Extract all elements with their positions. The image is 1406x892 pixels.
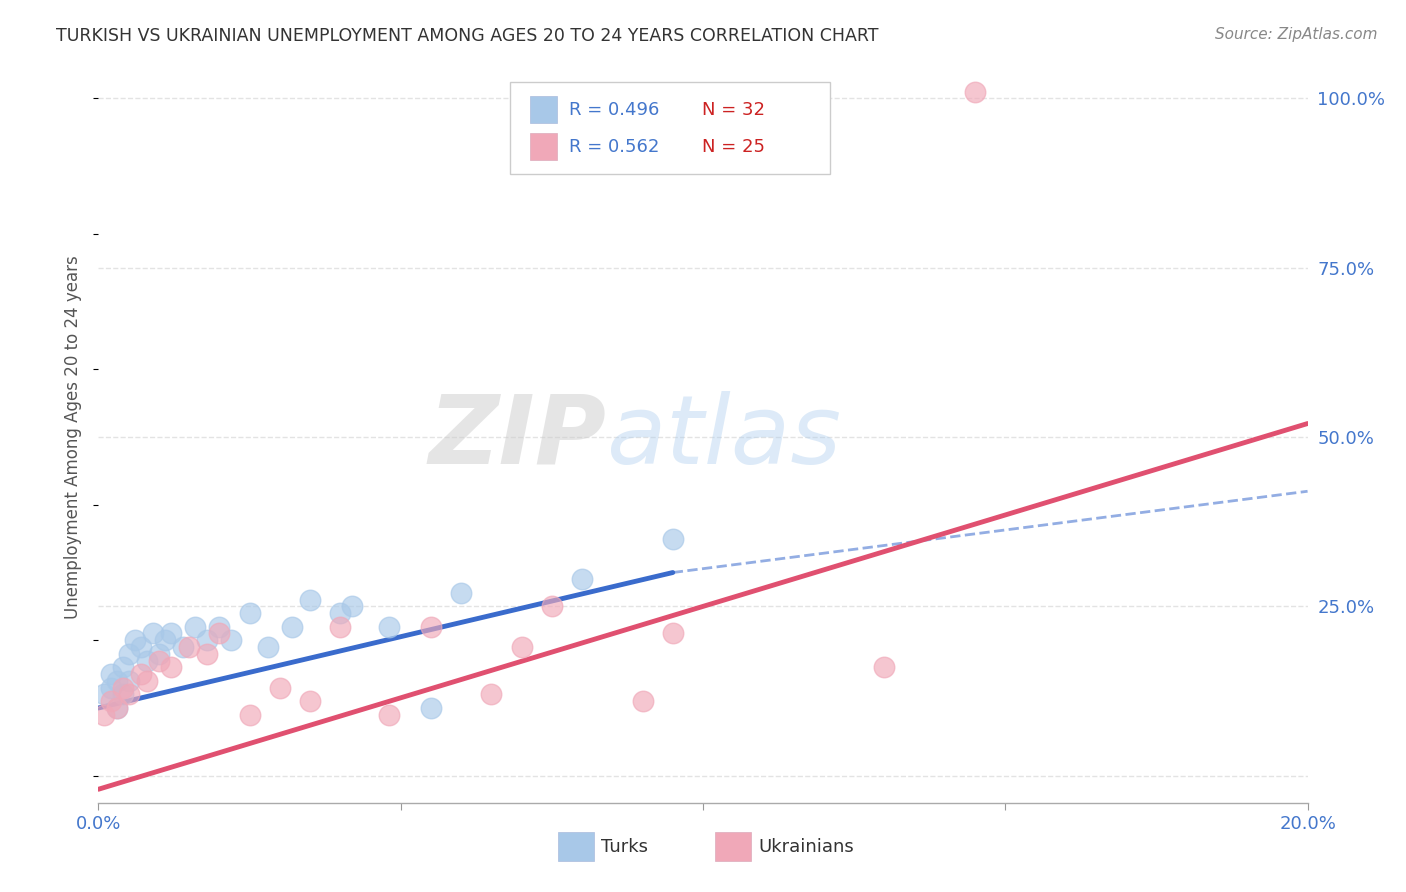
- Point: [540, 599, 562, 614]
- Point: [135, 654, 157, 668]
- Text: Ukrainians: Ukrainians: [759, 838, 855, 855]
- Point: [129, 667, 152, 681]
- Point: [179, 640, 201, 654]
- Point: [118, 673, 141, 688]
- Point: [221, 633, 243, 648]
- Point: [93, 688, 115, 702]
- FancyBboxPatch shape: [558, 832, 595, 862]
- Point: [661, 626, 683, 640]
- Point: [208, 626, 231, 640]
- Point: [299, 592, 322, 607]
- Y-axis label: Unemployment Among Ages 20 to 24 years: Unemployment Among Ages 20 to 24 years: [65, 255, 83, 619]
- Text: TURKISH VS UKRAINIAN UNEMPLOYMENT AMONG AGES 20 TO 24 YEARS CORRELATION CHART: TURKISH VS UKRAINIAN UNEMPLOYMENT AMONG …: [56, 27, 879, 45]
- Point: [129, 640, 152, 654]
- FancyBboxPatch shape: [509, 82, 830, 174]
- Point: [93, 707, 115, 722]
- Point: [184, 620, 207, 634]
- Point: [105, 701, 128, 715]
- Point: [100, 694, 122, 708]
- Point: [172, 640, 194, 654]
- Point: [239, 707, 262, 722]
- Text: R = 0.562: R = 0.562: [569, 137, 659, 155]
- Point: [420, 620, 443, 634]
- Point: [281, 620, 304, 634]
- Point: [148, 647, 170, 661]
- Point: [105, 673, 128, 688]
- Text: atlas: atlas: [606, 391, 841, 483]
- Text: R = 0.496: R = 0.496: [569, 101, 659, 119]
- Point: [269, 681, 291, 695]
- Text: ZIP: ZIP: [429, 391, 606, 483]
- FancyBboxPatch shape: [716, 832, 751, 862]
- Point: [661, 532, 683, 546]
- Point: [153, 633, 176, 648]
- Point: [111, 681, 134, 695]
- Point: [105, 701, 128, 715]
- Point: [208, 620, 231, 634]
- Point: [111, 660, 134, 674]
- Point: [195, 633, 218, 648]
- Point: [377, 620, 399, 634]
- Point: [142, 626, 165, 640]
- Point: [329, 620, 352, 634]
- Point: [510, 640, 533, 654]
- Point: [135, 673, 157, 688]
- Point: [256, 640, 278, 654]
- Point: [377, 707, 399, 722]
- Point: [118, 688, 141, 702]
- Point: [239, 606, 262, 620]
- Point: [965, 85, 987, 99]
- Point: [299, 694, 322, 708]
- FancyBboxPatch shape: [530, 133, 557, 161]
- Point: [148, 654, 170, 668]
- Point: [450, 586, 472, 600]
- Point: [342, 599, 364, 614]
- Point: [118, 647, 141, 661]
- Point: [124, 633, 146, 648]
- Point: [873, 660, 896, 674]
- Point: [571, 572, 593, 586]
- Point: [481, 688, 503, 702]
- Point: [160, 626, 183, 640]
- Point: [631, 694, 654, 708]
- Point: [329, 606, 352, 620]
- FancyBboxPatch shape: [530, 95, 557, 123]
- Point: [100, 681, 122, 695]
- Text: N = 25: N = 25: [702, 137, 765, 155]
- Point: [111, 688, 134, 702]
- Point: [100, 667, 122, 681]
- Text: Turks: Turks: [602, 838, 648, 855]
- Text: N = 32: N = 32: [702, 101, 765, 119]
- Point: [195, 647, 218, 661]
- Point: [160, 660, 183, 674]
- Text: Source: ZipAtlas.com: Source: ZipAtlas.com: [1215, 27, 1378, 42]
- Point: [420, 701, 443, 715]
